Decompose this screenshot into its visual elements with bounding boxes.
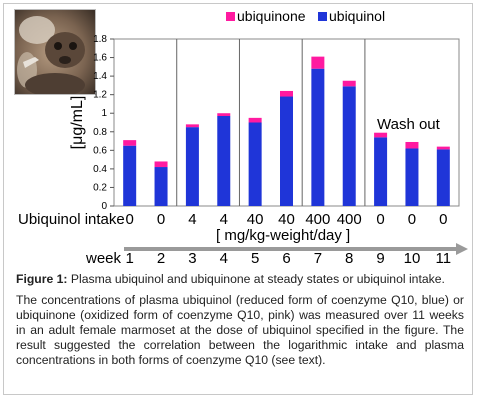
legend-label-ubiquinone: ubiquinone	[237, 8, 306, 24]
dose-unit: [ mg/kg-weight/day ]	[216, 227, 351, 244]
y-tick-label: 1.2	[93, 90, 107, 101]
dose-value: 40	[246, 211, 264, 228]
bar-ubiquinol-week-11	[436, 149, 450, 206]
bar-ubiquinol-week-10	[405, 148, 419, 206]
dose-row-label: Ubiquinol intake	[18, 211, 125, 228]
bar-ubiquinol-week-9	[374, 137, 388, 206]
bar-ubiquinol-week-6	[280, 96, 293, 206]
figure-title: Plasma ubiquinol and ubiquinone at stead…	[70, 272, 445, 286]
bar-ubiquinol-week-5	[248, 122, 262, 206]
bar-ubiquinone-week-5	[248, 117, 262, 123]
dose-value: 0	[156, 211, 166, 228]
figure-label: Figure 1:	[16, 272, 68, 286]
week-value: 3	[188, 250, 197, 267]
bar-ubiquinone-week-8	[342, 80, 356, 87]
stacked-bar-chart: ubiquinone ubiquinol 0 0.2 0.4 0.6 0.8 1 1.2 1.…	[69, 8, 468, 255]
bar-ubiquinone-week-3	[185, 124, 199, 128]
chart-legend: ubiquinone ubiquinol	[226, 8, 385, 24]
wash-out-annotation: Wash out	[377, 116, 441, 133]
y-tick-label: 1.6	[93, 53, 107, 64]
dose-value: 4	[219, 211, 228, 228]
y-tick-label: 1.8	[93, 34, 107, 45]
marmoset-photo	[14, 9, 96, 95]
week-value: 9	[376, 250, 385, 267]
bar-ubiquinone-week-7	[311, 56, 325, 69]
bar-ubiquinol-week-7	[311, 68, 325, 206]
week-value: 6	[282, 250, 291, 267]
y-tick-label: 0.4	[93, 164, 107, 175]
bar-ubiquinone-week-1	[123, 140, 137, 146]
figure-description: The concentrations of plasma ubiquinol (…	[16, 293, 464, 367]
figure-caption: Figure 1: Plasma ubiquinol and ubiquinon…	[16, 272, 464, 374]
week-value: 5	[250, 250, 260, 267]
dose-value: 400	[305, 211, 331, 228]
week-value: 8	[345, 250, 354, 267]
y-axis-label: [μg/mL]	[69, 96, 86, 150]
legend-swatch-ubiquinone	[226, 12, 235, 21]
y-tick-label: 1.4	[93, 71, 107, 82]
bar-ubiquinone-week-4	[217, 113, 231, 117]
y-tick-label: 0.6	[93, 145, 107, 156]
week-value: 4	[219, 250, 228, 267]
bar-ubiquinone-week-10	[405, 141, 419, 149]
week-timeline-arrow	[124, 243, 468, 255]
week-value: 2	[156, 250, 166, 267]
week-row-label: week	[86, 250, 122, 267]
dose-value: 400	[336, 211, 362, 228]
bar-ubiquinol-week-3	[185, 127, 199, 206]
bar-ubiquinol-week-8	[342, 86, 356, 206]
dose-value: 40	[278, 211, 295, 228]
week-value: 1	[125, 250, 134, 267]
week-value: 7	[313, 250, 323, 267]
dose-value: 0	[439, 211, 448, 228]
figure-panel: ubiquinone ubiquinol 0 0.2 0.4 0.6 0.8 1 1.2 1.…	[3, 3, 473, 395]
bar-ubiquinol-week-2	[154, 167, 168, 206]
y-tick-label: 0	[101, 201, 107, 212]
bar-ubiquinone-week-11	[436, 146, 450, 150]
week-arrow-head	[456, 243, 468, 255]
bar-ubiquinone-week-2	[154, 161, 168, 168]
legend-label-ubiquinol: ubiquinol	[329, 8, 385, 24]
y-tick-label: 0.2	[93, 182, 107, 193]
legend-swatch-ubiquinol	[318, 12, 327, 21]
bar-ubiquinol-week-1	[123, 145, 137, 206]
week-value: 10	[403, 250, 421, 267]
y-tick-label: 0.8	[93, 127, 107, 138]
dose-value: 0	[407, 211, 417, 228]
bar-ubiquinone-week-9	[374, 132, 388, 138]
y-tick-label: 1	[101, 108, 107, 119]
week-value: 11	[435, 250, 452, 267]
bar-ubiquinone-week-6	[280, 90, 293, 97]
dose-value: 4	[188, 211, 197, 228]
dose-value: 0	[376, 211, 385, 228]
dose-value: 0	[125, 211, 134, 228]
bar-ubiquinol-week-4	[217, 116, 231, 206]
